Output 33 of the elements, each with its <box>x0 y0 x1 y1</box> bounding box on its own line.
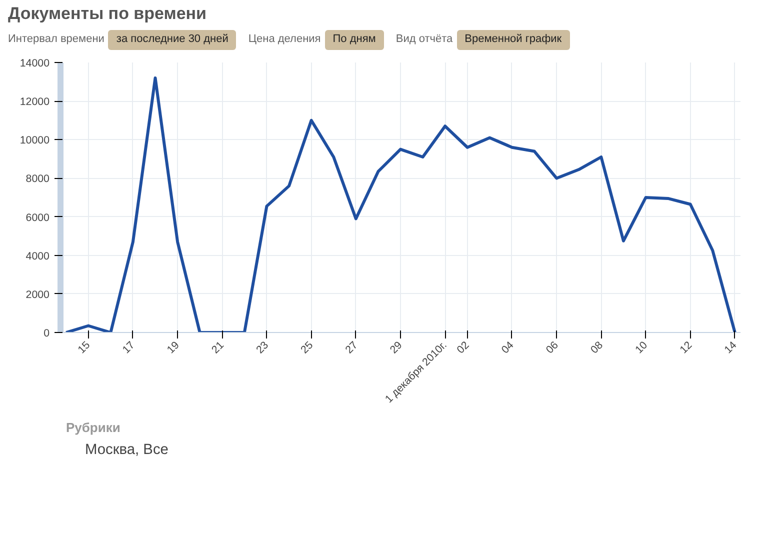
text: Цена деления <box>248 32 321 48</box>
text: Москва, Все <box>85 442 168 458</box>
x-tick-label: 02 <box>454 339 472 356</box>
y-tick-label: 2000 <box>26 288 50 301</box>
x-tick-label: 14 <box>722 339 740 356</box>
text: Интервал времени <box>8 32 104 48</box>
x-tick-label: 15 <box>76 339 93 356</box>
y-tick-label: 14000 <box>20 57 50 70</box>
x-tick-label: 06 <box>544 339 561 356</box>
y-tick-label: 6000 <box>26 212 50 224</box>
legend-title: Рубрики <box>66 420 122 435</box>
text: за последние 30 дней <box>116 32 228 48</box>
y-tick-label: 4000 <box>26 250 50 262</box>
x-tick-label: 12 <box>678 339 695 356</box>
x-tick-label: 17 <box>120 339 138 356</box>
x-tick-label: 21 <box>210 339 226 356</box>
x-tick-label: 23 <box>254 339 272 356</box>
chart-title: Документы по времени <box>8 3 206 25</box>
x-tick-label: 29 <box>388 339 405 356</box>
x-tick-label: 04 <box>499 339 516 356</box>
y-tick-label: 8000 <box>26 173 50 186</box>
x-tick-label: 08 <box>588 339 606 356</box>
text: По дням <box>332 32 376 48</box>
y-tick-label: 10000 <box>20 134 50 147</box>
y-tick-label: 12000 <box>20 96 50 108</box>
x-tick-label: 25 <box>298 339 316 356</box>
y-tick-label: 0 <box>44 327 50 340</box>
x-tick-label: 10 <box>633 339 650 356</box>
x-tick-label: 19 <box>164 339 182 356</box>
text: Вид отчёта <box>396 32 453 48</box>
text: Временной график <box>464 32 562 48</box>
line-series <box>64 76 736 332</box>
x-tick-label: 27 <box>343 339 360 356</box>
